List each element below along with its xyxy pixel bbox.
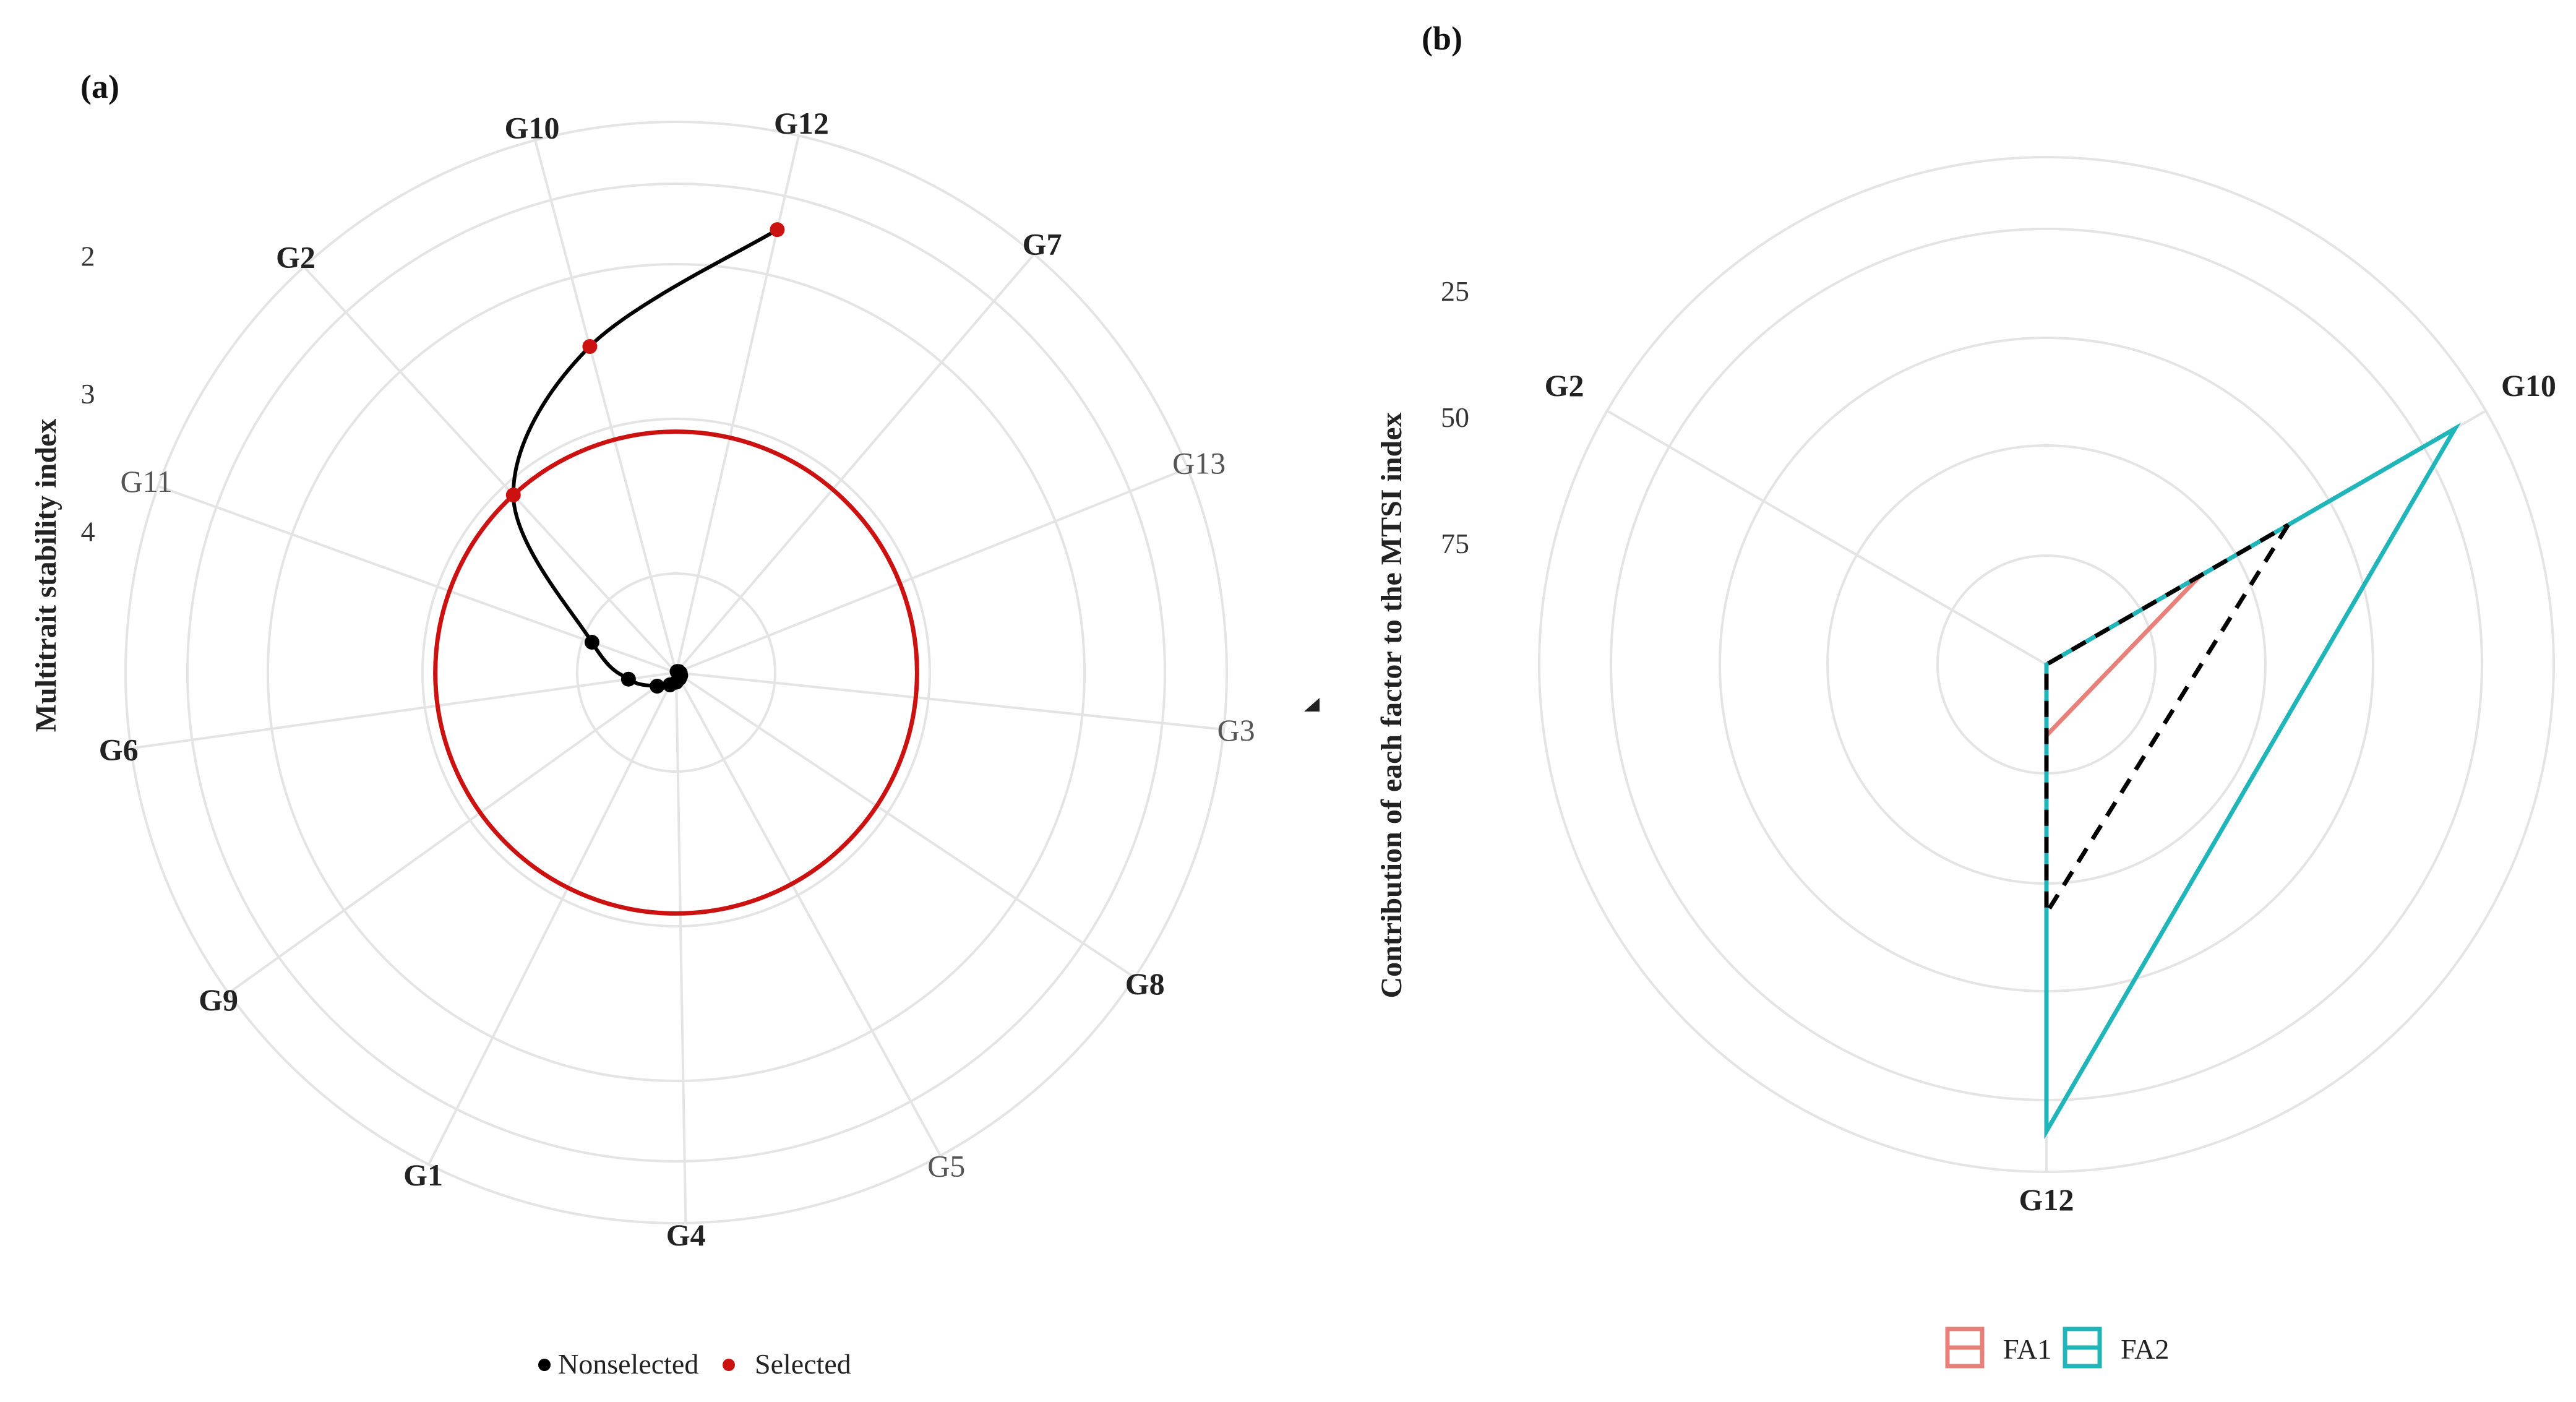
panel-a-spoke	[675, 672, 687, 1223]
panel-a-tick-4: 4	[81, 516, 95, 548]
point-g10-selected	[582, 339, 598, 355]
panel-a-category-g1: G1	[403, 1158, 443, 1192]
point-g12-selected	[770, 222, 785, 238]
panel-a-spoke	[427, 672, 677, 1165]
panel-a-category-g5: G5	[927, 1148, 965, 1183]
panel-a-spoke	[228, 671, 677, 994]
legend-nonselected-label: Nonselected	[558, 1348, 698, 1380]
panel-b-radial-ticks: 25 50 75	[1441, 275, 1469, 559]
panel-a-spoke	[303, 265, 677, 674]
legend-fa2-key	[2063, 1327, 2102, 1369]
panel-a-category-g7: G7	[1023, 227, 1062, 262]
legend-nonselected-marker	[538, 1359, 551, 1371]
panel-b-spoke	[1606, 410, 2048, 666]
panel-a-spoke	[534, 140, 677, 673]
mtsi-curve	[511, 228, 778, 689]
cutpoint-circle	[433, 429, 919, 916]
legend-selected-marker	[723, 1359, 735, 1371]
panel-a-y-axis-title: Multitrait stability index	[30, 419, 62, 733]
series-fa2	[2044, 423, 2462, 1140]
panel-a-spoke	[676, 671, 1224, 731]
series-mtsi-dashed	[2044, 523, 2290, 921]
panel-a-grid-ring	[186, 183, 1166, 1163]
triangle-marker-icon	[1304, 698, 1320, 712]
panel-b-series	[2044, 423, 2462, 1140]
panel-a-category-g11: G11	[121, 464, 173, 499]
panel-a-category-g12: G12	[774, 106, 829, 140]
panel-a-spoke	[675, 671, 1136, 979]
panel-b-factor-radar: (b) G10 G12 G2 25 50 75 Contribution of each…	[1375, 20, 2556, 1369]
panel-a-category-g2: G2	[276, 239, 316, 274]
panel-a-spoke	[675, 672, 942, 1156]
panel-a-category-labels: G12 G7 G13 G3 G8 G5 G4 G1 G9 G6 G11 G2 G10	[99, 106, 1255, 1252]
panel-b-category-g12: G12	[2019, 1182, 2074, 1217]
panel-a-points	[505, 222, 785, 694]
panel-a-radial-ticks: 2 3 4	[81, 241, 95, 548]
panel-b-tick-50: 50	[1441, 402, 1469, 433]
panel-a-spoke	[131, 671, 677, 750]
panel-a-grid-ring	[576, 572, 776, 773]
panel-a-spoke	[675, 135, 800, 673]
point-g2-selected	[505, 488, 521, 503]
panel-a-spokes	[131, 135, 1224, 1223]
panel-b-category-labels: G10 G12 G2	[1545, 368, 2556, 1217]
panel-a-legend: Nonselected Selected	[538, 1348, 851, 1380]
panel-a-grid	[124, 121, 1228, 1224]
legend-selected-label: Selected	[755, 1348, 851, 1380]
panel-a-grid-ring	[421, 418, 931, 927]
panel-b-y-axis-title: Contribution of each factor to the MTSI …	[1375, 412, 1408, 998]
panel-a-category-g9: G9	[199, 983, 238, 1017]
panel-b-tick-75: 75	[1441, 528, 1469, 559]
panel-a-mtsi-radar: (a) G12 G7 G13 G3 G8 G5 G4 G1 G9 G6 G11 G2 G10 2 3 4 M…	[30, 68, 1255, 1380]
panel-a-category-g6: G6	[99, 732, 139, 767]
panel-a-cutpoint-circle	[433, 429, 919, 916]
panel-a-mtsi-curve	[511, 228, 778, 689]
panel-b-label: (b)	[1422, 20, 1462, 57]
panel-a-spoke	[675, 253, 1036, 674]
panel-a-category-g4: G4	[666, 1218, 706, 1252]
point-g11-nonselected	[584, 635, 599, 650]
panel-a-category-g3: G3	[1217, 713, 1255, 747]
panel-a-spoke	[676, 467, 1188, 674]
panel-b-category-g2: G2	[1545, 368, 1584, 403]
panel-a-tick-3: 3	[81, 378, 95, 410]
series-fa1	[2044, 574, 2202, 741]
panel-b-legend: FA1 FA2	[1945, 1327, 2169, 1369]
panel-b-tick-25: 25	[1441, 275, 1469, 307]
panel-a-grid-ring	[124, 121, 1228, 1224]
panel-a-grid-ring	[267, 263, 1086, 1082]
panel-a-tick-2: 2	[81, 241, 95, 272]
legend-fa1-label: FA1	[2003, 1333, 2051, 1365]
point-g9-nonselected	[650, 679, 665, 694]
panel-a-category-g8: G8	[1125, 966, 1165, 1001]
legend-fa1-key	[1945, 1327, 1985, 1369]
panel-a-category-g13: G13	[1172, 446, 1226, 481]
panel-a-label: (a)	[80, 68, 119, 105]
point-g7-nonselected	[669, 664, 685, 679]
legend-fa2-label: FA2	[2121, 1333, 2169, 1365]
point-g6-nonselected	[620, 671, 636, 687]
panel-b-category-g10: G10	[2501, 368, 2556, 403]
panel-a-category-g10: G10	[505, 110, 560, 145]
